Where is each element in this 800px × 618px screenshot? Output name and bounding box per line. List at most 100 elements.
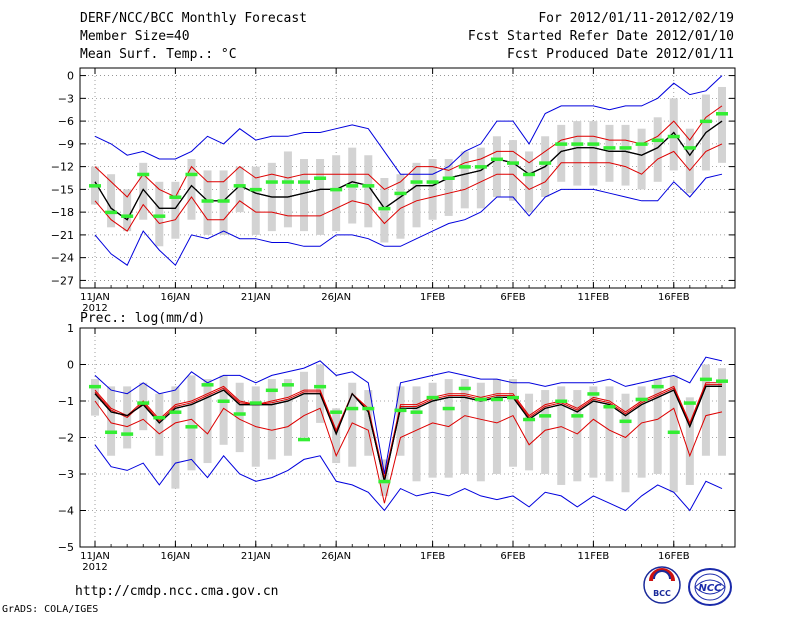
grads-credit: GrADS: COLA/IGES — [2, 604, 99, 615]
observation-marker — [185, 425, 198, 429]
observation-marker — [490, 397, 503, 402]
range-bar — [557, 124, 566, 182]
range-bar — [219, 375, 228, 445]
observation-marker — [314, 176, 327, 180]
observation-marker — [217, 399, 230, 403]
range-bar — [621, 393, 630, 493]
observation-marker — [105, 430, 118, 435]
range-bar — [203, 379, 212, 464]
precipitation-panel: 1 0 −1 −2 −3 −4 −5 11JAN 16JAN 21JAN 26JAN 1FEB 6FEB… — [58, 311, 736, 573]
forecast-period: For 2012/01/11-2012/02/19 — [538, 11, 734, 26]
range-bar — [283, 379, 292, 456]
range-bar — [155, 393, 164, 456]
series-line-upper — [94, 105, 723, 198]
range-bar — [476, 382, 485, 482]
observation-marker — [330, 187, 343, 192]
x-tick-label: 11JAN — [80, 551, 110, 562]
observation-marker — [683, 401, 696, 405]
observation-marker — [201, 383, 214, 387]
observation-marker — [233, 412, 246, 416]
series-line-upper — [94, 382, 722, 478]
range-bar — [171, 181, 180, 239]
range-bar — [685, 397, 694, 485]
x-tick-label: 6FEB — [500, 551, 525, 562]
observation-marker — [137, 172, 150, 177]
chart-title: DERF/NCC/BCC Monthly Forecast — [80, 11, 307, 26]
observation-marker — [555, 399, 568, 403]
observation-marker — [571, 142, 584, 146]
observation-marker — [89, 384, 101, 389]
observation-marker — [667, 134, 680, 139]
range-bar — [332, 408, 341, 464]
observation-marker — [490, 157, 503, 162]
range-bar — [653, 117, 662, 182]
range-bar — [316, 159, 325, 235]
range-bar — [492, 136, 501, 197]
y-tick-label: 1 — [67, 322, 74, 335]
range-bar — [187, 375, 196, 471]
observation-marker — [330, 410, 343, 414]
observation-marker — [539, 414, 552, 418]
x-tick-label: 21JAN — [241, 292, 271, 303]
observation-marker — [474, 397, 487, 402]
range-bar — [492, 379, 501, 474]
range-bar — [187, 159, 196, 220]
observation-marker — [523, 417, 536, 422]
range-bar — [509, 379, 517, 467]
range-bar — [235, 382, 244, 453]
range-bar — [107, 386, 116, 456]
observation-marker — [298, 180, 310, 184]
range-bar — [91, 379, 99, 416]
range-bar — [139, 382, 148, 431]
x-tick-label: 11FEB — [578, 292, 610, 303]
source-url[interactable]: http://cmdp.ncc.cma.gov.cn — [75, 584, 279, 599]
x-tick-label: 11JAN — [80, 292, 110, 303]
y-tick-label: −5 — [58, 541, 74, 554]
y-tick-label: −27 — [51, 274, 74, 287]
ncc-logo: NCC — [688, 568, 732, 606]
observation-marker — [507, 161, 519, 165]
observation-marker — [635, 142, 648, 146]
y-tick-label: −3 — [58, 468, 74, 481]
y-tick-label: −18 — [51, 206, 74, 219]
range-bar — [428, 382, 437, 478]
observation-marker — [619, 419, 632, 424]
range-bar — [444, 379, 453, 478]
observation-marker — [362, 406, 375, 411]
observation-marker — [635, 397, 648, 402]
range-bar — [171, 386, 180, 489]
observation-marker — [346, 184, 359, 188]
x-tick-label: 16JAN — [160, 292, 190, 303]
x-tick-label: 16FEB — [658, 292, 690, 303]
observation-marker — [410, 410, 423, 414]
y-tick-label: −24 — [51, 252, 74, 265]
x-tick-label: 16JAN — [160, 551, 190, 562]
observation-marker — [121, 214, 134, 218]
observation-marker — [346, 406, 359, 411]
observation-marker — [217, 199, 230, 203]
year-label: 2012 — [82, 303, 107, 314]
range-bar — [300, 371, 308, 438]
range-bar — [412, 162, 421, 228]
y-tick-label: −12 — [51, 161, 74, 174]
x-tick-label: 6FEB — [500, 292, 525, 303]
x-tick-label: 1FEB — [420, 551, 445, 562]
range-bar — [589, 121, 598, 186]
observation-marker — [265, 388, 278, 393]
observation-marker — [153, 214, 166, 218]
range-bar — [283, 151, 292, 228]
range-bar — [396, 386, 405, 456]
observation-marker — [603, 404, 616, 409]
observation-marker — [507, 395, 519, 400]
range-bar — [364, 155, 373, 228]
observation-marker — [716, 379, 728, 383]
x-tick-label: 26JAN — [321, 292, 351, 303]
series-line-lower — [94, 400, 723, 504]
observation-marker — [426, 395, 439, 400]
range-bar — [621, 124, 630, 186]
range-bar — [653, 379, 662, 474]
range-bar — [428, 159, 437, 220]
y-tick-label: −4 — [58, 505, 74, 518]
observation-marker — [105, 210, 118, 215]
series-line-min — [94, 444, 723, 512]
